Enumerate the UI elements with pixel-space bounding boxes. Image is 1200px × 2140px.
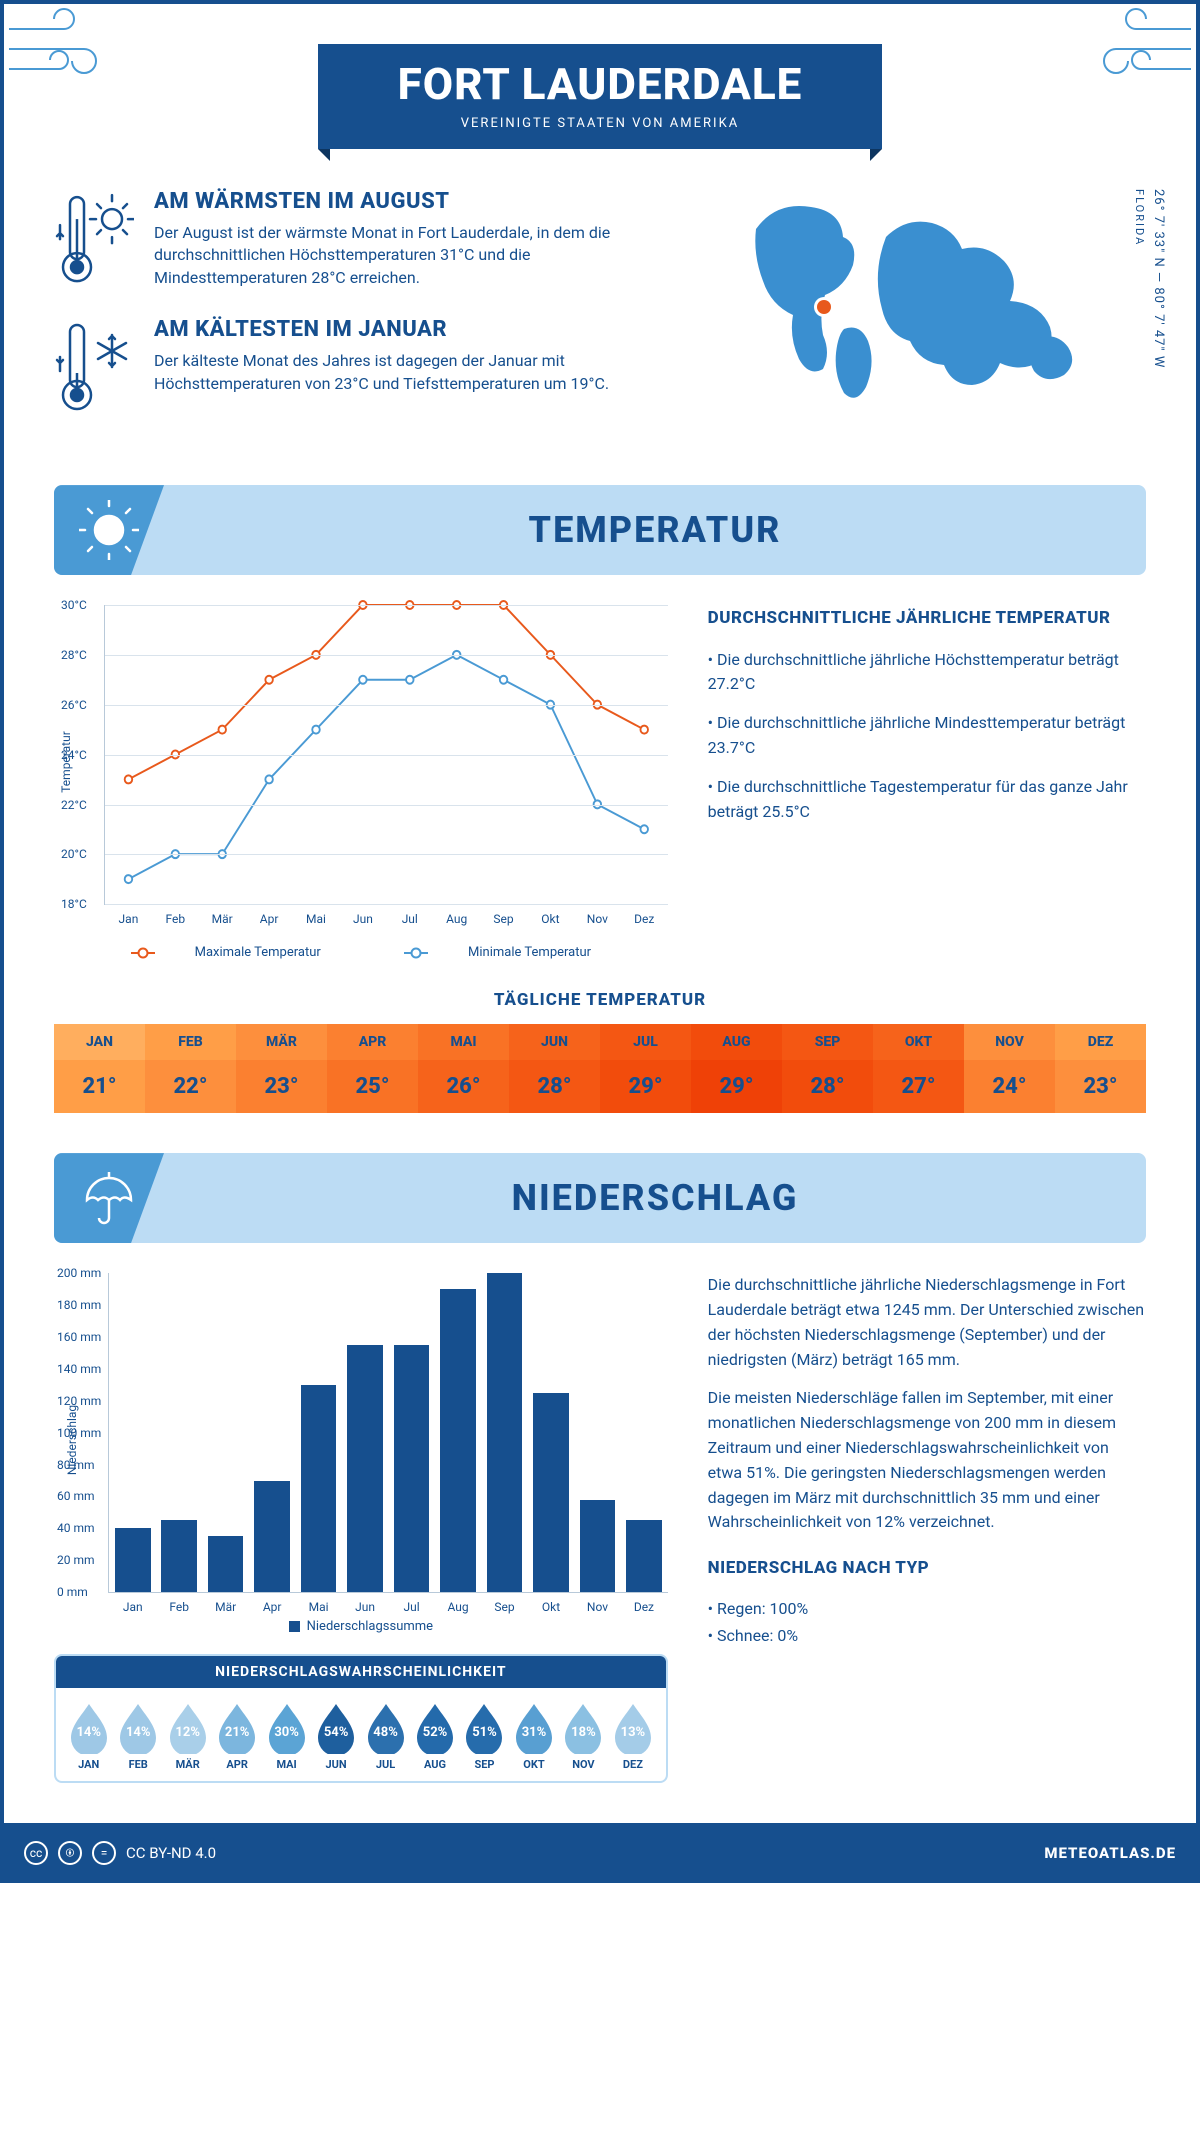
daily-temp-cell: JUL29° [600,1024,691,1113]
temperature-title: TEMPERATUR [164,509,1146,551]
prob-heading: NIEDERSCHLAGSWAHRSCHEINLICHKEIT [56,1656,666,1688]
daily-temp-cell: NOV24° [964,1024,1055,1113]
daily-temp-cell: OKT27° [873,1024,964,1113]
warmest-block: AM WÄRMSTEN IM AUGUST Der August ist der… [54,189,686,289]
temperature-section-header: TEMPERATUR [54,485,1146,575]
precip-summary: Die durchschnittliche jährliche Niedersc… [708,1273,1146,1783]
nd-icon: = [92,1841,116,1865]
cc-icon: cc [24,1841,48,1865]
precip-title: NIEDERSCHLAG [164,1177,1146,1219]
prob-cell: 13%DEZ [608,1702,657,1771]
header: FORT LAUDERDALE VEREINIGTE STAATEN VON A… [54,44,1146,149]
prob-cell: 30%MAI [262,1702,311,1771]
precip-bar: Jul [394,1345,430,1592]
precip-bar: Nov [580,1500,616,1593]
daily-temp-cell: APR25° [327,1024,418,1113]
site-name: METEOATLAS.DE [1044,1844,1176,1862]
prob-cell: 48%JUL [361,1702,410,1771]
region-label: FLORIDA [1133,189,1146,246]
footer: cc 🅯 = CC BY-ND 4.0 METEOATLAS.DE [4,1823,1196,1879]
precip-section-header: NIEDERSCHLAG [54,1153,1146,1243]
prob-cell: 21%APR [212,1702,261,1771]
daily-temp-cell: MAI26° [418,1024,509,1113]
precip-bar: Sep [487,1273,523,1592]
daily-temp-cell: FEB22° [145,1024,236,1113]
bar-chart-legend: Niederschlagssumme [54,1619,668,1634]
coldest-text: Der kälteste Monat des Jahres ist dagege… [154,350,686,395]
line-chart-legend: Maximale Temperatur Minimale Temperatur [54,945,668,960]
coldest-block: AM KÄLTESTEN IM JANUAR Der kälteste Mona… [54,317,686,417]
thermometer-sun-icon [54,189,134,289]
daily-temp-cell: MÄR23° [236,1024,327,1113]
prob-cell: 54%JUN [311,1702,360,1771]
country-subtitle: VEREINIGTE STAATEN VON AMERIKA [398,116,803,131]
precip-bar: Mai [301,1385,337,1592]
precip-bar: Jan [115,1528,151,1592]
prob-cell: 52%AUG [410,1702,459,1771]
prob-cell: 31%OKT [509,1702,558,1771]
world-map-icon [726,189,1106,409]
precip-probability-box: NIEDERSCHLAGSWAHRSCHEINLICHKEIT 14%JAN14… [54,1654,668,1783]
coordinates: 26° 7' 33" N — 80° 7' 47" W [1151,189,1166,368]
license: cc 🅯 = CC BY-ND 4.0 [24,1841,216,1865]
precip-type-heading: NIEDERSCHLAG NACH TYP [708,1555,1146,1581]
by-icon: 🅯 [58,1841,82,1865]
precip-bar-chart: Niederschlag 0 mm20 mm40 mm60 mm80 mm100… [108,1273,668,1593]
precip-bar: Dez [626,1520,662,1592]
daily-temp-heading: TÄGLICHE TEMPERATUR [54,990,1146,1010]
prob-cell: 18%NOV [559,1702,608,1771]
daily-temp-cell: DEZ23° [1055,1024,1146,1113]
prob-cell: 51%SEP [460,1702,509,1771]
title-banner: FORT LAUDERDALE VEREINIGTE STAATEN VON A… [318,44,883,149]
thermometer-snow-icon [54,317,134,417]
coldest-title: AM KÄLTESTEN IM JANUAR [154,317,686,342]
umbrella-icon [79,1168,139,1228]
temp-summary-heading: DURCHSCHNITTLICHE JÄHRLICHE TEMPERATUR [708,605,1146,631]
temperature-summary: DURCHSCHNITTLICHE JÄHRLICHE TEMPERATUR •… [708,605,1146,960]
city-title: FORT LAUDERDALE [398,58,803,110]
sun-icon [79,500,139,560]
daily-temp-cell: JUN28° [509,1024,600,1113]
prob-cell: 14%JAN [64,1702,113,1771]
warmest-title: AM WÄRMSTEN IM AUGUST [154,189,686,214]
world-map: FLORIDA 26° 7' 33" N — 80° 7' 47" W [726,189,1146,445]
daily-temp-cell: JAN21° [54,1024,145,1113]
precip-bar: Aug [440,1289,476,1592]
daily-temp-cell: SEP28° [782,1024,873,1113]
daily-temp-table: JAN21°FEB22°MÄR23°APR25°MAI26°JUN28°JUL2… [54,1024,1146,1113]
precip-bar: Feb [161,1520,197,1592]
prob-cell: 12%MÄR [163,1702,212,1771]
temperature-line-chart: Temperatur 18°C20°C22°C24°C26°C28°C30°CJ… [104,605,668,905]
daily-temp-cell: AUG29° [691,1024,782,1113]
prob-cell: 14%FEB [113,1702,162,1771]
warmest-text: Der August ist der wärmste Monat in Fort… [154,222,686,289]
precip-bar: Mär [208,1536,244,1592]
precip-bar: Jun [347,1345,383,1592]
y-axis-label: Temperatur [59,731,73,793]
precip-bar: Okt [533,1393,569,1592]
precip-bar: Apr [254,1481,290,1593]
